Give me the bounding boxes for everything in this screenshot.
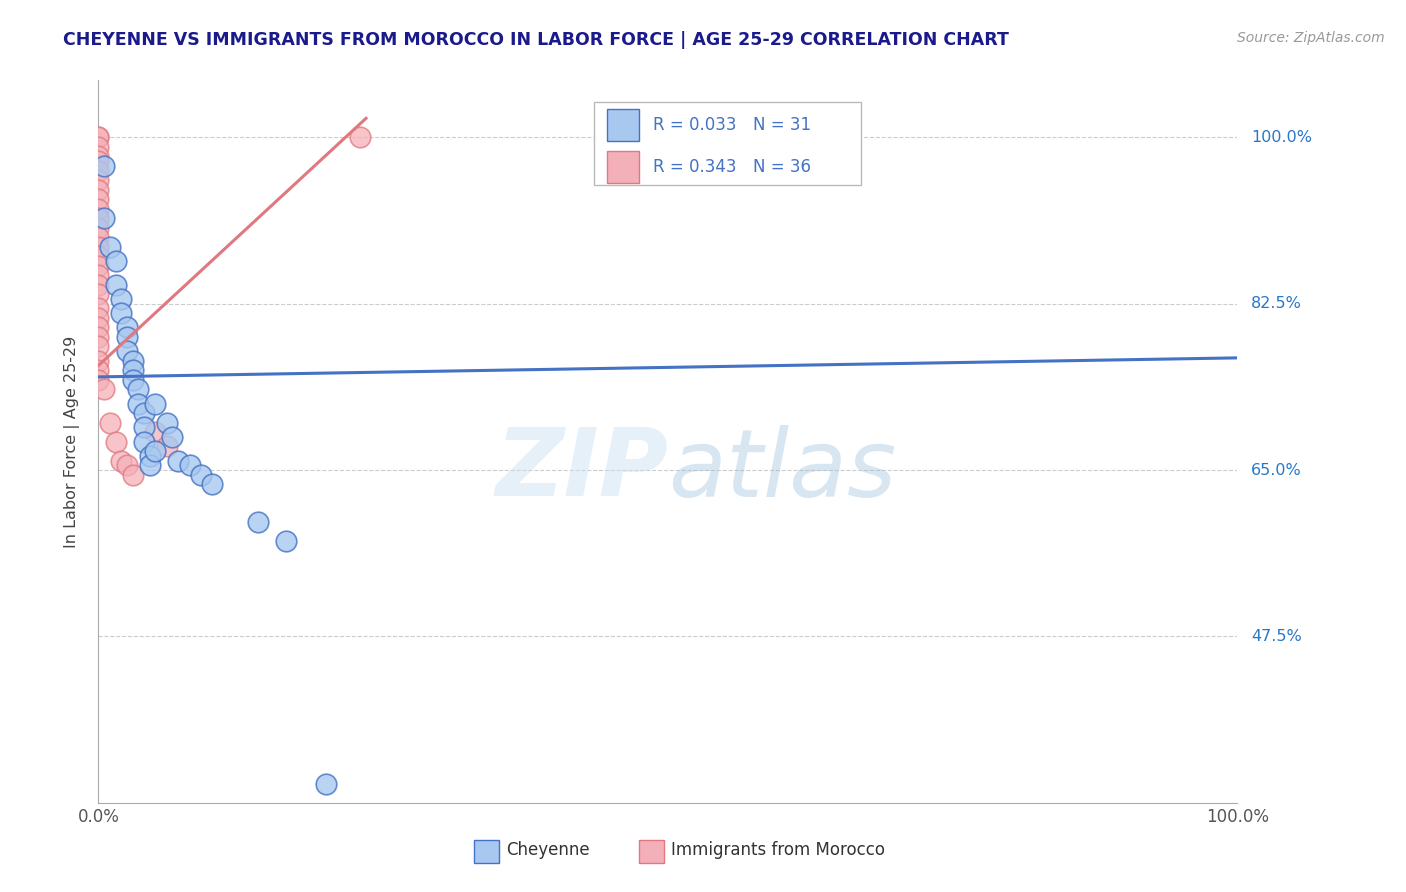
Point: [349, 130, 371, 145]
Point: [315, 777, 337, 791]
Text: R = 0.033: R = 0.033: [652, 116, 737, 134]
Text: N = 31: N = 31: [754, 116, 811, 134]
Point: [87, 301, 110, 316]
Point: [121, 373, 143, 387]
Point: [156, 439, 179, 453]
Point: [87, 230, 110, 244]
Text: CHEYENNE VS IMMIGRANTS FROM MOROCCO IN LABOR FORCE | AGE 25-29 CORRELATION CHART: CHEYENNE VS IMMIGRANTS FROM MOROCCO IN L…: [63, 31, 1010, 49]
Point: [87, 130, 110, 145]
Point: [87, 268, 110, 282]
Text: 47.5%: 47.5%: [1251, 629, 1302, 644]
Point: [87, 330, 110, 344]
Point: [132, 406, 155, 420]
Point: [98, 240, 121, 254]
Text: 82.5%: 82.5%: [1251, 296, 1302, 311]
Point: [110, 453, 132, 467]
Text: R = 0.343: R = 0.343: [652, 158, 737, 176]
Y-axis label: In Labor Force | Age 25-29: In Labor Force | Age 25-29: [63, 335, 80, 548]
Point: [179, 458, 201, 473]
Point: [110, 306, 132, 320]
Point: [87, 373, 110, 387]
Point: [145, 425, 167, 439]
Point: [115, 344, 138, 359]
Point: [104, 277, 127, 292]
FancyBboxPatch shape: [593, 102, 862, 185]
Point: [138, 449, 160, 463]
Point: [87, 149, 110, 163]
Point: [87, 240, 110, 254]
Point: [87, 220, 110, 235]
Point: [87, 363, 110, 377]
Point: [104, 434, 127, 449]
Point: [246, 516, 269, 530]
Point: [87, 163, 110, 178]
Text: 65.0%: 65.0%: [1251, 463, 1302, 477]
Point: [127, 382, 149, 396]
Point: [145, 396, 167, 410]
Point: [93, 159, 115, 173]
Point: [115, 330, 138, 344]
Point: [87, 249, 110, 263]
Bar: [607, 151, 640, 183]
Point: [121, 363, 143, 377]
Point: [87, 192, 110, 206]
Point: [115, 320, 138, 334]
Point: [201, 477, 224, 491]
Bar: [474, 839, 499, 863]
Point: [132, 434, 155, 449]
Point: [87, 154, 110, 169]
Point: [167, 453, 190, 467]
Point: [156, 416, 179, 430]
Point: [162, 430, 184, 444]
Text: N = 36: N = 36: [754, 158, 811, 176]
Text: ZIP: ZIP: [495, 425, 668, 516]
Bar: [607, 110, 640, 141]
Point: [121, 467, 143, 482]
Point: [87, 202, 110, 216]
Point: [115, 458, 138, 473]
Text: Immigrants from Morocco: Immigrants from Morocco: [671, 841, 886, 859]
Point: [87, 310, 110, 325]
Point: [87, 320, 110, 334]
Point: [87, 339, 110, 353]
Point: [93, 382, 115, 396]
Point: [87, 353, 110, 368]
Point: [87, 259, 110, 273]
Point: [87, 173, 110, 187]
Point: [87, 287, 110, 301]
Point: [190, 467, 212, 482]
Point: [145, 444, 167, 458]
Point: [87, 140, 110, 154]
Point: [87, 277, 110, 292]
Point: [104, 253, 127, 268]
Text: atlas: atlas: [668, 425, 896, 516]
Point: [98, 416, 121, 430]
Point: [127, 396, 149, 410]
Text: 100.0%: 100.0%: [1251, 130, 1312, 145]
Point: [87, 130, 110, 145]
Bar: [640, 839, 665, 863]
Point: [87, 183, 110, 197]
Text: Source: ZipAtlas.com: Source: ZipAtlas.com: [1237, 31, 1385, 45]
Point: [93, 211, 115, 226]
Point: [138, 458, 160, 473]
Point: [87, 211, 110, 226]
Point: [132, 420, 155, 434]
Text: Cheyenne: Cheyenne: [506, 841, 589, 859]
Point: [121, 353, 143, 368]
Point: [110, 292, 132, 306]
Point: [276, 534, 298, 549]
